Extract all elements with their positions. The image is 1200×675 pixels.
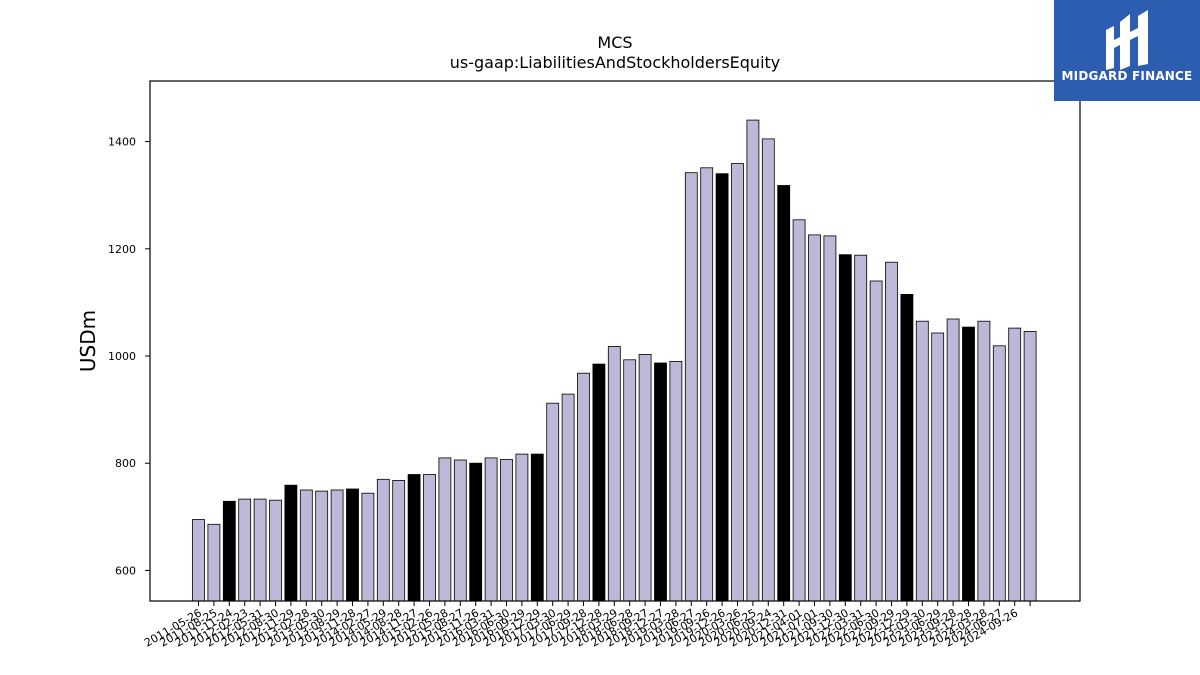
bar [407, 474, 421, 602]
bar [977, 320, 991, 602]
bar [946, 318, 960, 602]
bar [577, 372, 590, 602]
y-tick-label: 1400 [108, 136, 136, 149]
bar [515, 453, 529, 602]
bar [900, 293, 914, 602]
bar [638, 353, 652, 602]
bar [607, 345, 621, 602]
bar [222, 500, 236, 602]
chart-subtitle: us-gaap:LiabilitiesAndStockholdersEquity [450, 53, 781, 72]
bar [869, 280, 883, 602]
midgard-finance-logo: MIDGARD FINANCE [1054, 0, 1200, 101]
logo-text: MIDGARD FINANCE [1061, 69, 1193, 83]
plot-frame [149, 80, 1081, 602]
bar [438, 457, 452, 602]
bar [330, 489, 344, 602]
chart-title: MCS [597, 33, 632, 52]
bar [361, 492, 375, 602]
bar [207, 523, 221, 602]
bar [931, 332, 945, 602]
bar [423, 474, 436, 602]
bar [915, 320, 929, 602]
bar [731, 163, 744, 602]
bar [315, 490, 329, 602]
bar [746, 119, 760, 602]
bar [469, 462, 483, 602]
bar [346, 488, 359, 602]
bar [453, 459, 467, 602]
bar [299, 489, 313, 602]
bar [253, 498, 267, 602]
x-axis: 2011-05-262011-08-252011-11-242012-02-23… [142, 601, 1031, 650]
y-axis-label: USDm [76, 310, 100, 372]
bar [992, 345, 1006, 602]
bar [500, 459, 513, 602]
bar [284, 484, 298, 602]
bar [192, 519, 205, 602]
bar [823, 235, 837, 602]
y-tick-label: 1200 [108, 243, 136, 256]
y-tick-label: 800 [115, 457, 136, 470]
bar [838, 254, 852, 602]
bar [669, 360, 683, 602]
bar [376, 478, 390, 602]
bar [269, 499, 282, 602]
bar [1023, 330, 1037, 602]
bar [392, 479, 406, 602]
bar [561, 393, 575, 602]
bar [700, 167, 714, 602]
y-tick-label: 600 [115, 564, 136, 577]
bar [808, 234, 821, 602]
bar [654, 362, 667, 602]
bar [484, 457, 498, 602]
bar [962, 326, 975, 602]
y-tick-label: 1000 [108, 350, 136, 363]
logo-mark-icon [1106, 10, 1148, 70]
bar [530, 453, 544, 602]
bar [761, 138, 775, 602]
bar [885, 261, 898, 602]
bar [238, 498, 252, 602]
bar [684, 172, 698, 602]
bar [546, 402, 560, 602]
bar [623, 359, 637, 602]
bar [792, 219, 806, 602]
y-axis: 600 800 1000 1200 1400 [108, 136, 150, 577]
bar [592, 363, 606, 602]
bar [777, 185, 791, 602]
bars-group [192, 119, 1037, 602]
bar [854, 254, 868, 602]
bar [1008, 327, 1022, 602]
bar [715, 173, 729, 602]
